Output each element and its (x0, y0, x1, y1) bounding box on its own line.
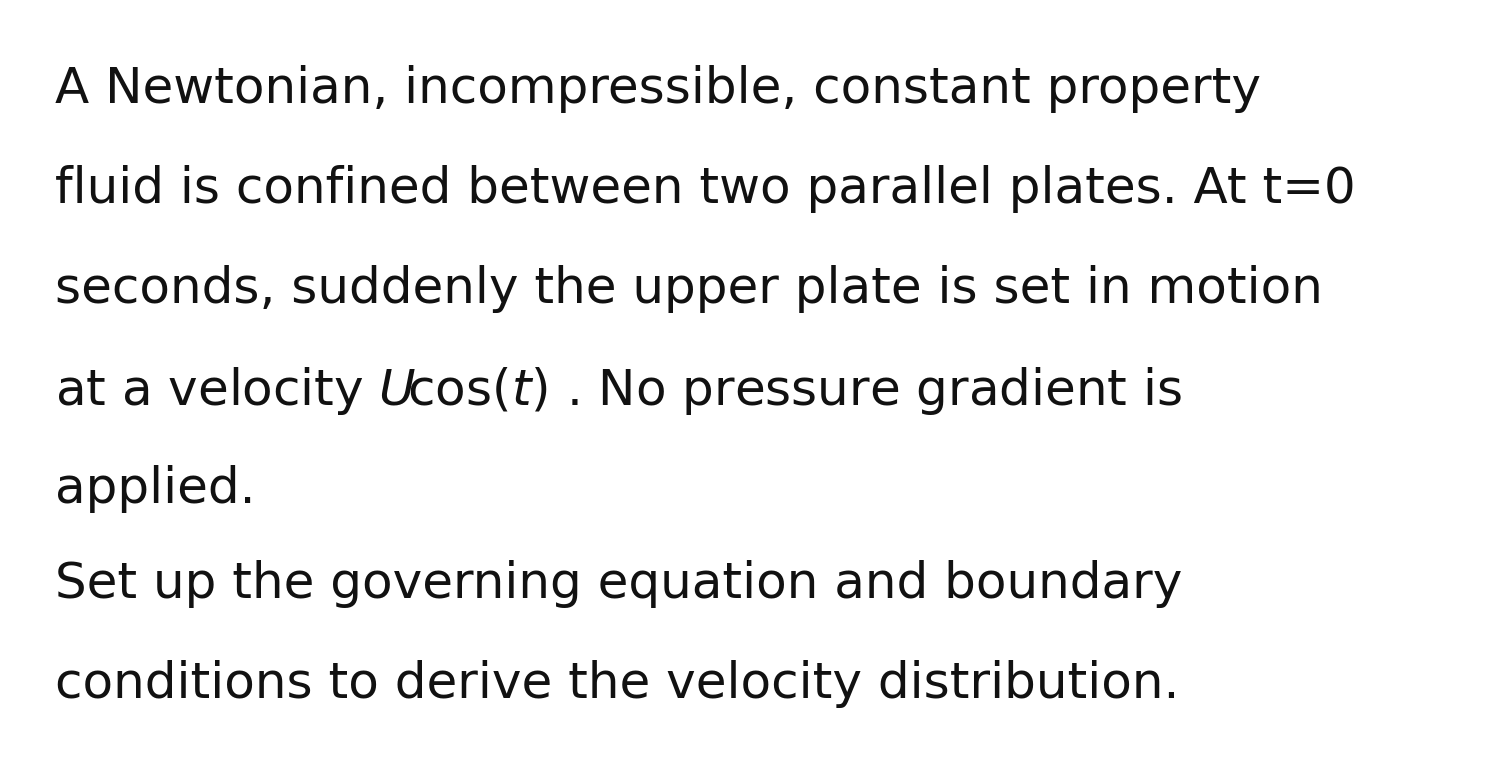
Text: at a velocity $\mathit{U}\!\cos(t)$ . No pressure gradient is: at a velocity $\mathit{U}\!\cos(t)$ . No… (56, 365, 1182, 417)
Text: seconds, suddenly the upper plate is set in motion: seconds, suddenly the upper plate is set… (56, 265, 1323, 313)
Text: Set up the governing equation and boundary: Set up the governing equation and bounda… (56, 560, 1182, 608)
Text: fluid is confined between two parallel plates. At t=0: fluid is confined between two parallel p… (56, 165, 1356, 213)
Text: conditions to derive the velocity distribution.: conditions to derive the velocity distri… (56, 660, 1179, 708)
Text: applied.: applied. (56, 465, 255, 513)
Text: A Newtonian, incompressible, constant property: A Newtonian, incompressible, constant pr… (56, 65, 1262, 113)
